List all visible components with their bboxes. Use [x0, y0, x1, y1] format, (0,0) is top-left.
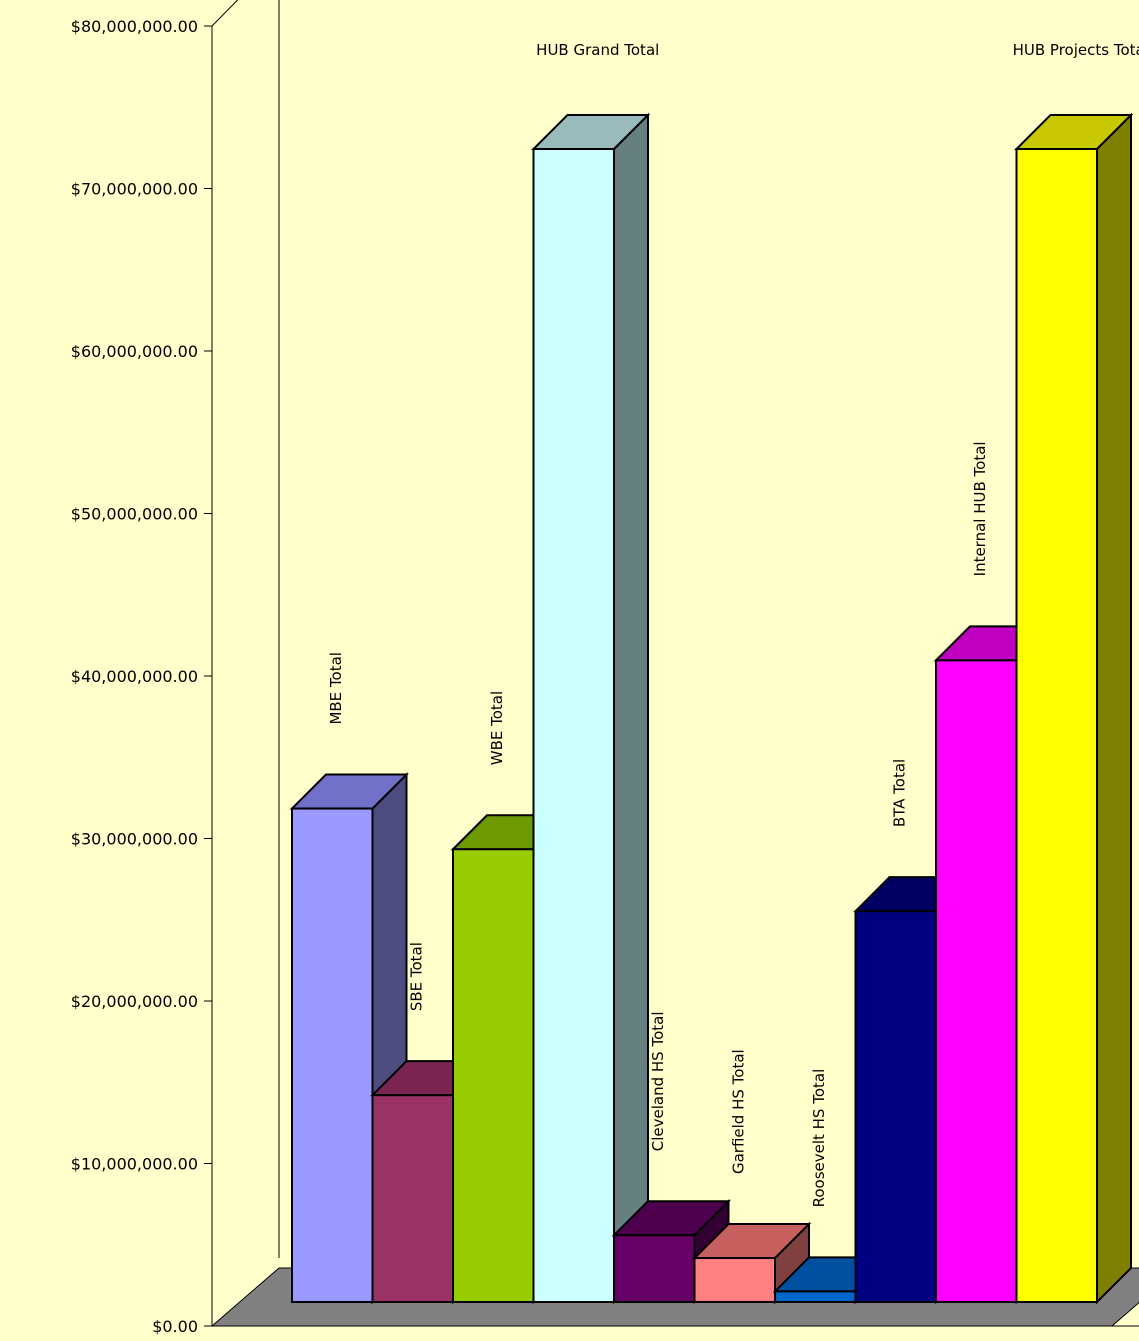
y-tick-label: $0.00 [152, 1317, 198, 1336]
bar-label: HUB Projects Total [1013, 41, 1139, 59]
chart-walls [211, 0, 280, 1258]
bar-front [452, 848, 535, 1303]
bar-label: MBE Total [327, 652, 345, 725]
bar-label: WBE Total [488, 691, 506, 765]
y-tick-label: $60,000,000.00 [71, 342, 198, 361]
bar-label: Cleveland HS Total [649, 1011, 667, 1151]
bar-label: SBE Total [408, 942, 426, 1011]
bar-label: BTA Total [891, 759, 909, 827]
bar-front [1015, 148, 1098, 1303]
bar-side [1096, 112, 1132, 1305]
bar-side [613, 112, 649, 1305]
bar-front [532, 148, 615, 1303]
bar-label: Internal HUB Total [971, 441, 989, 576]
bar-front [291, 807, 374, 1304]
y-tick-label: $20,000,000.00 [71, 992, 198, 1011]
bar-front [371, 1094, 454, 1303]
bar-front [774, 1290, 857, 1304]
bar [692, 1221, 812, 1305]
bar [531, 112, 651, 1305]
y-tick-label: $80,000,000.00 [71, 17, 198, 36]
y-axis: $0.00 $10,000,000.00 $20,000,000.00 $30,000… [71, 17, 213, 1336]
bar-labels: MBE Total SBE Total WBE Total HUB Grand Tot… [327, 41, 1139, 1207]
bar [1014, 112, 1134, 1305]
bar-label: HUB Grand Total [536, 41, 659, 59]
y-tick-label: $30,000,000.00 [71, 830, 198, 849]
bar-front [935, 659, 1018, 1303]
bar-front [613, 1234, 696, 1303]
bar-label: Roosevelt HS Total [810, 1069, 828, 1208]
bar-front [693, 1257, 776, 1304]
bar-label: Garfield HS Total [730, 1049, 748, 1174]
bar-front [854, 910, 937, 1303]
bars [289, 112, 1134, 1305]
y-tick-label: $10,000,000.00 [71, 1155, 198, 1174]
y-tick-label: $50,000,000.00 [71, 505, 198, 524]
y-tick-label: $40,000,000.00 [71, 667, 198, 686]
y-tick-label: $70,000,000.00 [71, 180, 198, 199]
